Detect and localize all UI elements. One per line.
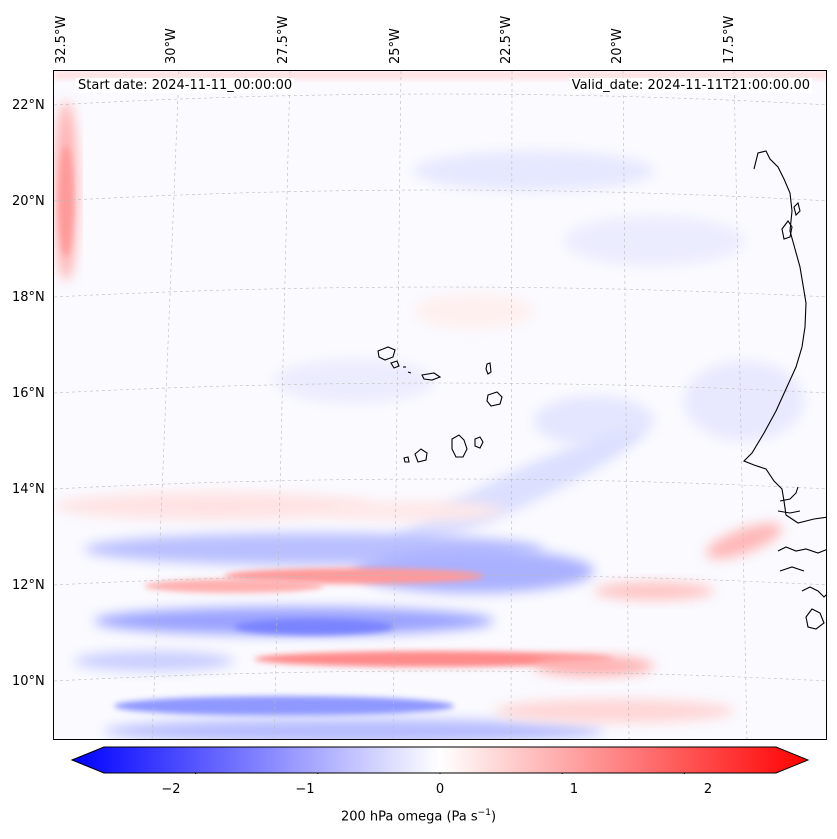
lat-tick-label: 14°N xyxy=(12,482,45,497)
colorbar-label: 200 hPa omega (Pa s−1) xyxy=(0,808,837,824)
map-panel xyxy=(53,70,827,740)
colorbar-tick-label: 0 xyxy=(435,782,445,797)
valid-date-label: Valid_date: 2024-11-11T21:00:00.00 xyxy=(569,78,812,93)
lat-tick-label: 22°N xyxy=(12,98,45,113)
lon-tick-label: 22.5°W xyxy=(499,15,514,64)
lon-tick-label: 27.5°W xyxy=(276,15,291,64)
west-africa-coast xyxy=(743,150,826,630)
lon-tick-label: 20°W xyxy=(610,28,625,64)
colorbar xyxy=(70,746,810,774)
colorbar-tick-label: 2 xyxy=(703,782,713,797)
lon-tick-label: 32.5°W xyxy=(54,15,69,64)
start-date-label: Start date: 2024-11-11_00:00:00 xyxy=(76,78,295,93)
colorbar-gradient xyxy=(70,746,810,774)
lat-tick-label: 12°N xyxy=(12,578,45,593)
cape-verde-islands xyxy=(377,346,503,463)
colorbar-tick-label: 1 xyxy=(569,782,579,797)
colorbar-label-text: 200 hPa omega (Pa s xyxy=(340,809,478,825)
lon-tick-label: 17.5°W xyxy=(722,15,737,64)
lat-tick-label: 16°N xyxy=(12,386,45,401)
lat-tick-label: 10°N xyxy=(12,674,45,689)
map-canvas xyxy=(54,71,826,739)
colorbar-tick-label: −2 xyxy=(161,782,181,797)
lat-tick-label: 18°N xyxy=(12,290,45,305)
lon-tick-label: 25°W xyxy=(388,28,403,64)
colorbar-label-end: ) xyxy=(490,809,497,825)
gridlines xyxy=(54,71,826,739)
lat-tick-label: 20°N xyxy=(12,194,45,209)
colorbar-label-exponent: −1 xyxy=(477,808,491,818)
lon-tick-label: 30°W xyxy=(164,28,179,64)
omega-field xyxy=(54,71,826,739)
colorbar-tick-label: −1 xyxy=(295,782,315,797)
